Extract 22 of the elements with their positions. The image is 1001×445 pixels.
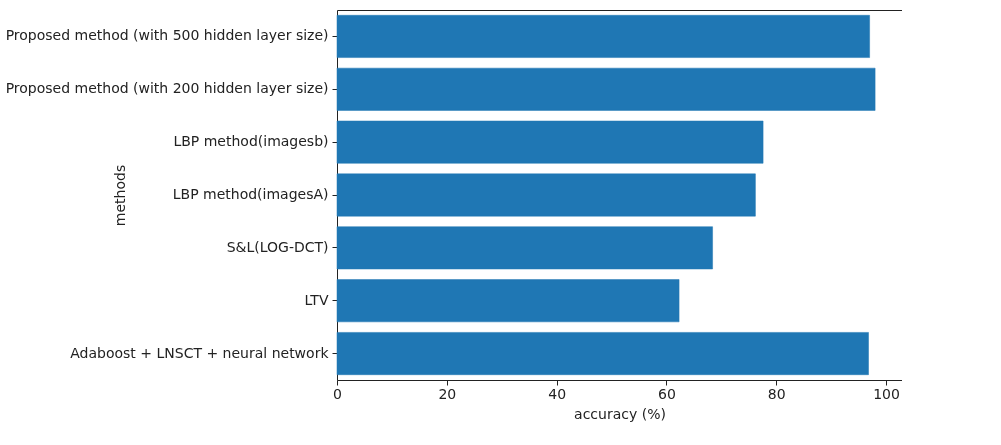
y-tick-label: Proposed method (with 200 hidden layer size) — [5, 80, 329, 97]
y-tick-label: LTV — [304, 291, 329, 308]
bar — [336, 67, 876, 111]
y-axis-title: methods — [111, 164, 128, 227]
bar — [336, 173, 756, 217]
y-tick-label: LBP method(imagesb) — [173, 133, 329, 150]
bar — [336, 120, 764, 164]
y-tick-label: S&L(LOG-DCT) — [226, 238, 329, 255]
x-tick-label: 20 — [438, 385, 457, 402]
x-tick-label: 0 — [333, 385, 342, 402]
x-axis-title: accuracy (%) — [574, 405, 666, 422]
bar — [336, 226, 714, 270]
bar — [336, 331, 870, 376]
x-tick-label: 40 — [548, 385, 567, 402]
bar — [336, 279, 680, 323]
y-tick-label: Proposed method (with 500 hidden layer size) — [5, 27, 329, 44]
x-tick-label: 100 — [873, 385, 900, 402]
y-tick-label: Adaboost + LNSCT + neural network — [70, 344, 330, 361]
x-tick-label: 80 — [767, 385, 786, 402]
bar — [336, 14, 871, 59]
x-tick-label: 60 — [658, 385, 676, 402]
y-tick-label: LBP method(imagesA) — [172, 186, 329, 202]
